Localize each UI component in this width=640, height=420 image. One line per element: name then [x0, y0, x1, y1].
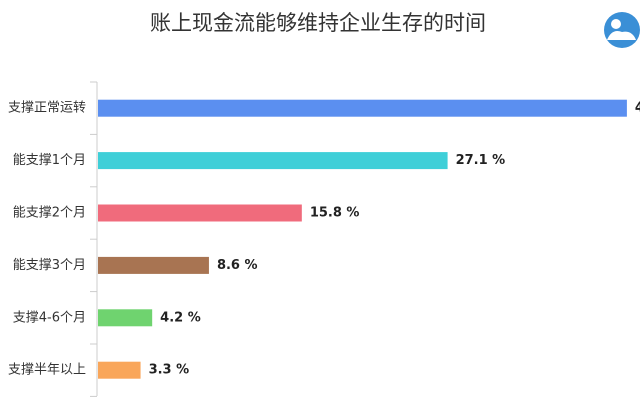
data-label: 41.0 %	[635, 101, 640, 116]
data-label: 15.8 %	[310, 206, 360, 221]
data-label: 27.1 %	[456, 153, 506, 168]
y-tick-label: 能支撑2个月	[13, 206, 86, 221]
bar	[98, 152, 448, 170]
bar	[98, 256, 209, 274]
data-label: 4.2 %	[160, 310, 201, 325]
bar	[98, 309, 153, 327]
data-label: 8.6 %	[217, 258, 258, 273]
y-tick-label: 支撑半年以上	[8, 363, 86, 378]
data-label: 3.3 %	[149, 363, 190, 378]
chart-title: 账上现金流能够维持企业生存的时间	[150, 11, 486, 35]
bar	[98, 361, 141, 379]
y-tick-label: 能支撑1个月	[13, 153, 86, 168]
bar	[98, 204, 302, 222]
bar	[98, 99, 627, 117]
y-tick-label: 能支撑3个月	[13, 258, 86, 273]
y-tick-label: 支撑正常运转	[8, 101, 86, 116]
y-tick-label: 支撑4-6个月	[13, 310, 86, 325]
logo-icon	[604, 12, 640, 48]
